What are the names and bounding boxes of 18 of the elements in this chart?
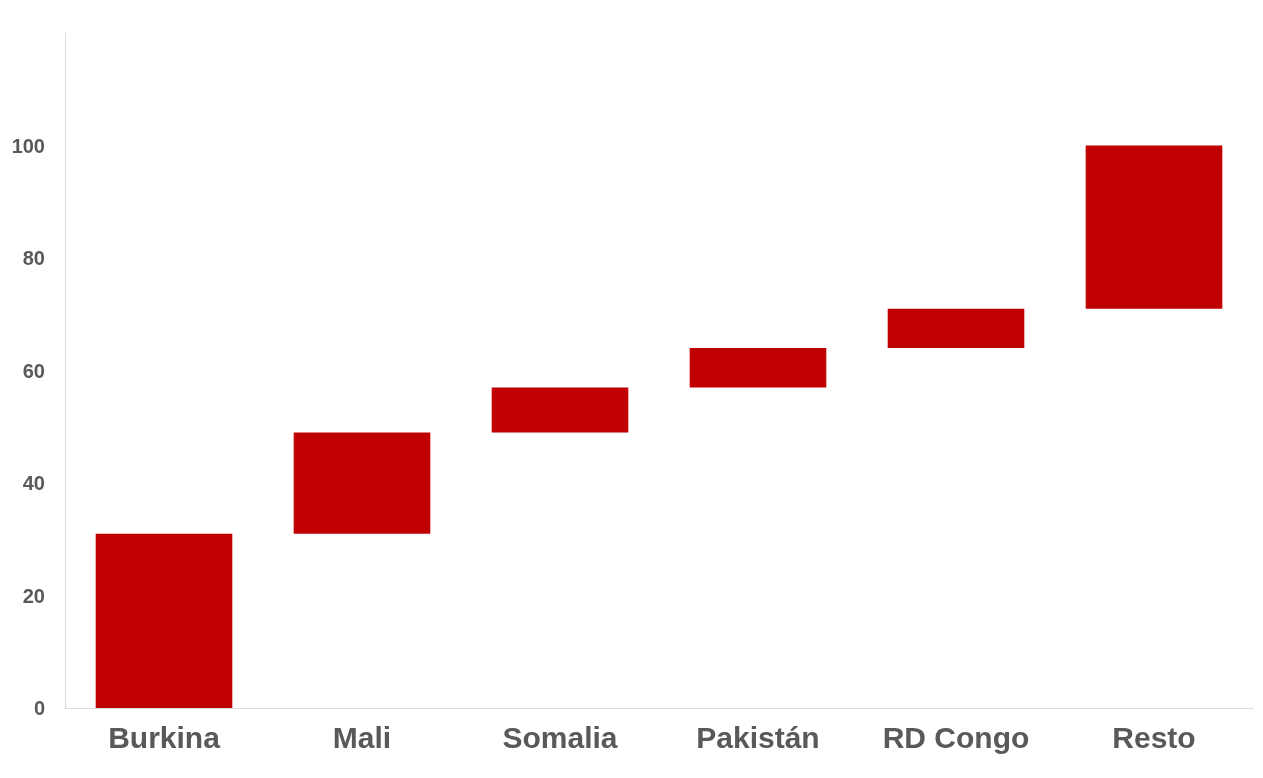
y-tick-label: 80 xyxy=(22,247,45,269)
y-tick-label: 40 xyxy=(22,472,45,494)
x-tick-label: Pakistán xyxy=(696,720,820,754)
bar xyxy=(95,533,233,708)
x-tick-label: Somalia xyxy=(502,720,618,754)
x-tick-label: Mali xyxy=(332,720,392,754)
bar xyxy=(491,387,629,433)
bar xyxy=(1085,145,1223,309)
y-tick-label: 60 xyxy=(22,359,45,382)
y-tick-label: 100 xyxy=(11,134,45,157)
y-tick-label: 20 xyxy=(22,584,45,607)
bar xyxy=(887,308,1025,348)
bar xyxy=(293,432,431,534)
y-tick-label: 0 xyxy=(33,697,45,719)
x-tick-label: RD Congo xyxy=(882,720,1030,754)
x-tick-label: Resto xyxy=(1112,720,1196,754)
bar xyxy=(689,348,827,388)
x-tick-label: Burkina xyxy=(108,720,221,754)
